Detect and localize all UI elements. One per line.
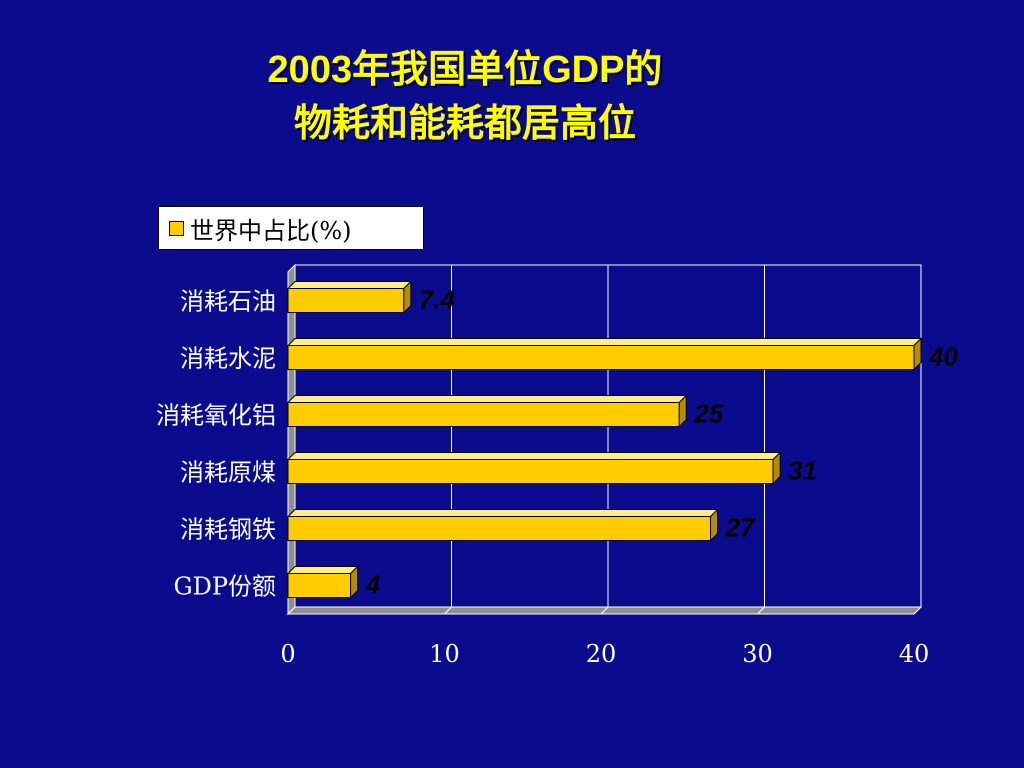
slide-title-line-1: 2003年我国单位GDP的 <box>267 49 663 91</box>
bar-top <box>286 509 719 517</box>
bar-top <box>286 395 688 403</box>
bar-top <box>286 452 782 460</box>
bar <box>287 459 774 484</box>
bar-side <box>710 508 719 542</box>
bar <box>287 402 680 427</box>
x-tick-label: 40 <box>899 640 930 668</box>
category-label: 消耗石油 <box>180 288 276 316</box>
bar <box>287 516 712 541</box>
category-label: 消耗钢铁 <box>180 516 276 544</box>
bar <box>287 573 352 598</box>
bar <box>287 288 405 313</box>
bar <box>287 345 915 370</box>
bar-side <box>350 565 359 599</box>
x-tick-label: 10 <box>429 640 460 668</box>
bar-top <box>286 338 923 346</box>
slide-title-line-2: 物耗和能耗都居高位 <box>293 103 636 145</box>
x-tick-label: 30 <box>742 640 773 668</box>
plot-area <box>287 264 922 615</box>
data-label: 25 <box>693 399 723 429</box>
gridline-floor <box>444 606 452 615</box>
category-label: 消耗原煤 <box>180 459 276 487</box>
bar-side <box>678 394 687 428</box>
legend-swatch <box>169 220 184 236</box>
data-label: 40 <box>928 342 958 372</box>
bar-top <box>286 281 413 289</box>
gridline-floor <box>757 606 765 615</box>
category-label: GDP份额 <box>173 573 276 601</box>
gridline-floor <box>600 606 609 615</box>
data-label: 31 <box>788 456 817 486</box>
category-label: 消耗氧化铝 <box>156 402 276 430</box>
data-label: 7.4 <box>419 285 456 315</box>
bar-top <box>286 566 359 574</box>
x-tick-label: 0 <box>280 640 295 668</box>
chart-legend: 世界中占比(%) <box>158 206 424 250</box>
x-tick-label: 20 <box>586 640 617 668</box>
bar-side <box>772 451 781 485</box>
data-label: 27 <box>725 513 756 543</box>
bar-side <box>913 337 922 371</box>
plot-side-wall <box>287 263 296 616</box>
legend-label: 世界中占比(%) <box>190 216 352 245</box>
bar-side <box>403 280 412 314</box>
data-label: 4 <box>365 570 381 600</box>
category-label: 消耗水泥 <box>180 345 276 373</box>
